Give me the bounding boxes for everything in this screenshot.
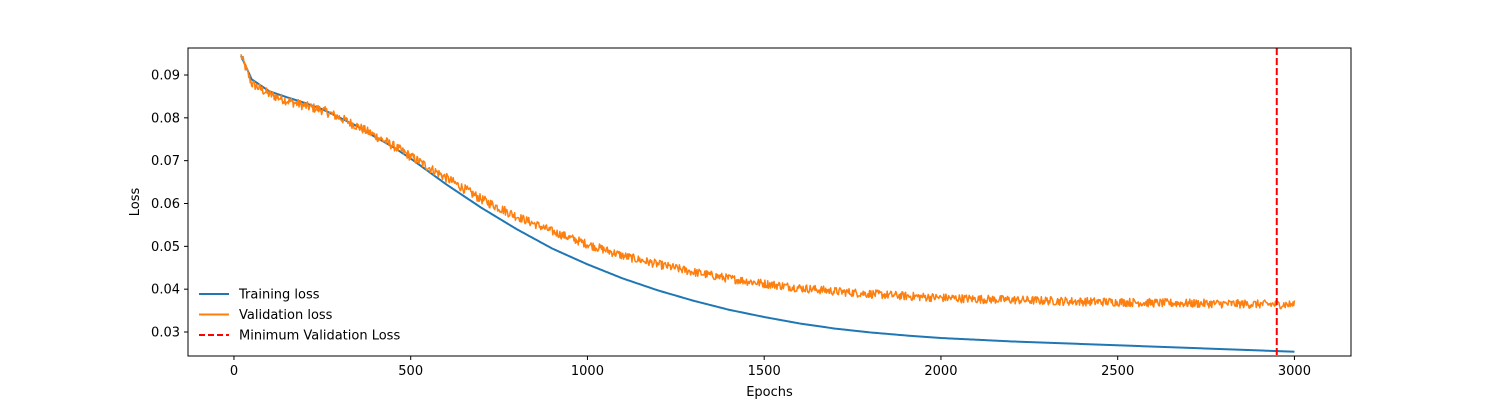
plot-background xyxy=(188,48,1351,356)
plot-frame xyxy=(187,47,1352,357)
y-axis: 0.03 0.04 0.05 0.06 0.07 0.08 0.09 xyxy=(151,68,188,341)
x-tick-label: 1000 xyxy=(571,364,604,379)
legend-label-validation-loss: Validation loss xyxy=(239,308,333,323)
legend-label-training-loss: Training loss xyxy=(238,288,320,303)
x-tick-label: 1500 xyxy=(748,364,781,379)
y-tick-label: 0.05 xyxy=(151,240,180,255)
y-tick-label: 0.08 xyxy=(151,111,180,126)
y-tick-label: 0.06 xyxy=(151,197,180,212)
legend: Training loss Validation loss Minimum Vali… xyxy=(199,288,400,344)
x-axis-title: Epochs xyxy=(746,385,793,400)
y-tick-label: 0.03 xyxy=(151,326,180,341)
x-axis: 0 500 1000 1500 2000 2500 3000 xyxy=(230,356,1311,379)
x-tick-label: 0 xyxy=(230,364,238,379)
x-tick-label: 500 xyxy=(398,364,423,379)
y-tick-label: 0.04 xyxy=(151,283,180,298)
x-tick-label: 3000 xyxy=(1278,364,1311,379)
x-tick-label: 2500 xyxy=(1101,364,1134,379)
y-tick-label: 0.09 xyxy=(151,68,180,83)
x-tick-label: 2000 xyxy=(924,364,957,379)
y-axis-title: Loss xyxy=(128,188,143,217)
legend-label-minimum-validation-loss: Minimum Validation Loss xyxy=(239,329,400,344)
series-line-validation-loss xyxy=(240,54,1296,310)
y-tick-label: 0.07 xyxy=(151,154,180,169)
series-layer xyxy=(240,54,1296,353)
